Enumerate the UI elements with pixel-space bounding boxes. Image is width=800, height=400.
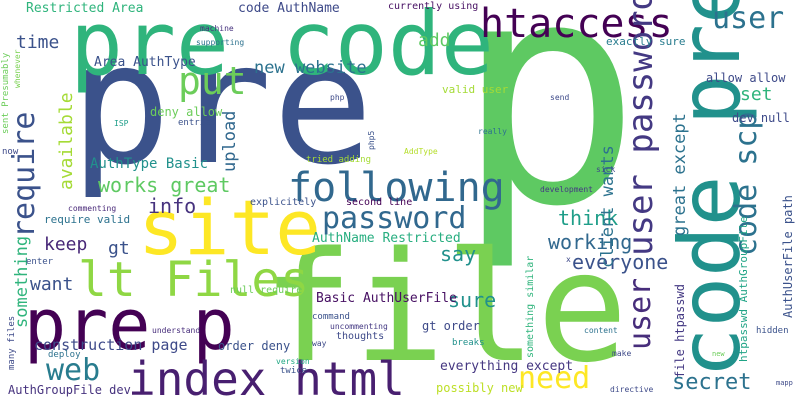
word-hidden: hidden — [756, 326, 789, 336]
word-site: site — [138, 183, 322, 272]
word-lt-files: lt Files — [78, 252, 310, 308]
word-need: need — [518, 361, 591, 396]
word-exactly-sure: exactly sure — [606, 35, 686, 48]
word-understand: understand — [152, 326, 201, 335]
word-command: command — [312, 312, 350, 322]
word-require: require — [7, 111, 42, 238]
word-authgroupfile-dev: AuthGroupFile dev — [8, 383, 131, 397]
word-gt-order: gt order — [422, 319, 480, 333]
word-think: think — [558, 206, 619, 230]
word-supporting: supporting — [196, 38, 245, 47]
word-send: send — [550, 93, 570, 102]
word-now: now — [2, 147, 19, 157]
word-keep: keep — [44, 234, 88, 255]
word-basic-authuserfile: Basic AuthUserFile — [316, 291, 457, 306]
word-content: content — [584, 326, 618, 335]
word-sick: sick — [596, 165, 616, 174]
word-pre-p: pre p — [24, 284, 235, 366]
word-new: new — [712, 350, 725, 358]
word-great-except: great except — [670, 113, 690, 236]
word-gt: gt — [108, 238, 130, 259]
word-something: something — [12, 235, 32, 328]
word-php5: php5 — [367, 130, 376, 150]
word-x: x — [566, 255, 571, 264]
word-isp: ISP — [114, 119, 129, 128]
word-addtype: AddType — [404, 147, 438, 156]
word-htpasswd-authgroupfile: htpasswd AuthGroupFile — [737, 216, 750, 362]
word-make: make — [612, 349, 632, 358]
word-authuserfile-path: AuthUserFile path — [781, 195, 795, 318]
word-really: really — [478, 127, 507, 136]
word-allow-allow: allow allow — [706, 71, 786, 85]
word-authname-restricted: AuthName Restricted — [312, 231, 461, 246]
word-available: available — [56, 92, 77, 190]
word-explicitely: explicitely — [250, 197, 317, 208]
word-pre: pre — [70, 6, 374, 202]
word-whenever: whenever — [13, 49, 22, 88]
word-pre-code: pre code — [70, 0, 494, 95]
word-tried-adding: tried adding — [306, 155, 372, 165]
word-uncommenting: uncommenting — [330, 322, 388, 331]
word-info: info — [148, 194, 197, 218]
word-possibly-new: possibly new — [436, 381, 523, 395]
word-sure: sure — [448, 288, 497, 312]
word-code-authname: code AuthName — [238, 1, 340, 16]
word-entries: entries — [178, 118, 216, 128]
word-working: working — [548, 230, 633, 254]
word-version: version — [276, 357, 310, 366]
word-directive: directive — [610, 385, 654, 394]
word-works-great: works great — [98, 173, 231, 197]
word-authtype-basic: AuthType Basic — [90, 156, 209, 172]
word-dev-null: dev null — [732, 111, 790, 125]
word-php: php — [330, 93, 345, 102]
word-web: web — [46, 353, 101, 388]
word-htaccess: htaccess — [480, 1, 673, 47]
word-mapp: mapp — [776, 379, 793, 387]
word-upload: upload — [220, 110, 240, 172]
word-index-html: index html — [128, 352, 405, 400]
word-something-similar: something similar — [525, 255, 536, 358]
word-deploy: deploy — [48, 350, 81, 360]
word-password: password — [322, 201, 467, 236]
word-p: p — [455, 0, 642, 275]
word-file-htpasswd: file htpasswd — [673, 284, 687, 378]
word-development: development — [540, 185, 593, 194]
word-machine: machine — [200, 24, 234, 33]
word-breaks: breaks — [452, 338, 485, 348]
word-say: say — [440, 242, 477, 266]
word-thoughts: thoughts — [336, 331, 385, 342]
word-order-deny: order deny — [218, 339, 291, 353]
word-many-files: many files — [7, 315, 17, 370]
word-deny-allow: deny allow — [150, 105, 223, 119]
word-following: following — [288, 165, 505, 211]
word-everyone: everyone — [572, 250, 669, 274]
word-user: user — [712, 1, 785, 36]
word-currently-using: currently using — [388, 1, 479, 12]
word-valid-user: valid user — [442, 83, 509, 96]
word-user-2: user — [623, 277, 658, 350]
word-restricted-area: Restricted Area — [26, 1, 144, 16]
word-secret: secret — [672, 370, 752, 395]
word-file: file — [262, 219, 629, 396]
word-sent-presumably: sent Presumably — [1, 52, 11, 134]
word-enter: enter — [26, 257, 54, 267]
word-time: time — [16, 32, 60, 53]
word-construction-page: construction page — [34, 336, 188, 354]
word-everything-except: everything except — [440, 359, 574, 374]
word-add: add — [418, 30, 451, 51]
word-put: put — [178, 59, 247, 103]
word-twice: twice — [280, 366, 308, 376]
word-second-line: second line — [346, 197, 413, 208]
word-client-wants: client wants — [598, 145, 618, 268]
word-set: set — [740, 84, 773, 105]
word-new-website: new website — [254, 58, 367, 78]
word-commenting: commenting — [68, 204, 117, 213]
word-null-require: null require — [230, 285, 303, 296]
word-want: want — [30, 274, 74, 295]
word-require-valid: require valid — [44, 213, 131, 226]
word-area-authtype: Area AuthType — [94, 55, 196, 70]
word-way: way — [312, 339, 327, 348]
